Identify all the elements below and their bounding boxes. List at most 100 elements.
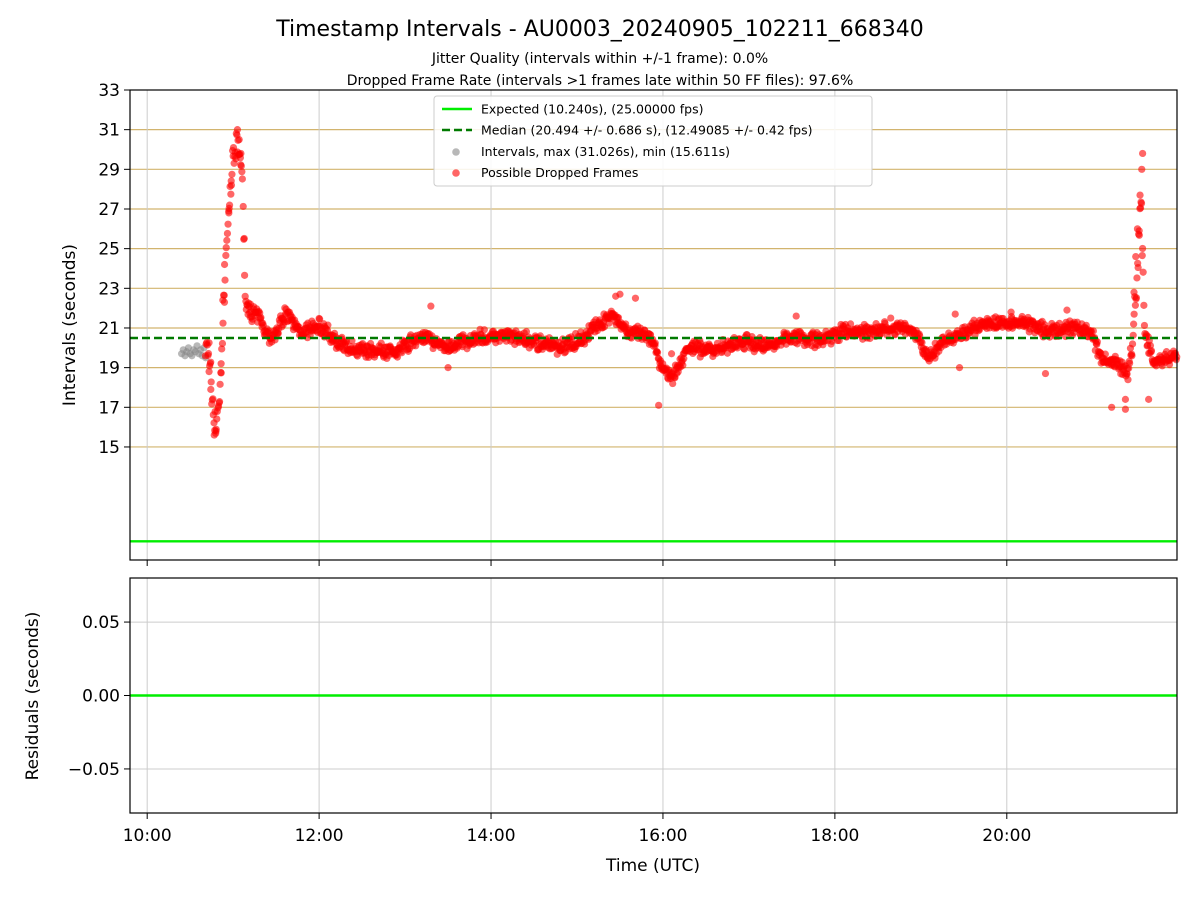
x-tick-label: 16:00 <box>638 826 687 846</box>
dropped-frame-point <box>1132 294 1140 302</box>
dropped-frame-point <box>228 170 236 178</box>
dropped-frame-point <box>218 339 227 348</box>
x-tick-label: 18:00 <box>810 826 859 846</box>
x-tick-label: 14:00 <box>467 826 516 846</box>
dropped-frame-point <box>1140 321 1149 330</box>
dropped-frame-point <box>1124 376 1132 384</box>
dropped-frame-point <box>740 345 748 353</box>
dropped-frame-point <box>324 321 332 329</box>
dropped-frame-point <box>480 326 488 334</box>
legend-intervals-swatch <box>452 148 460 156</box>
dropped-frame-point <box>221 276 229 284</box>
dropped-frame-point <box>1101 350 1109 358</box>
dropped-frame-point <box>1138 244 1147 253</box>
x-axis-label: Time (UTC) <box>605 856 700 876</box>
y-tick-label: 0.05 <box>82 613 120 633</box>
intervals-y-axis-label: Intervals (seconds) <box>60 244 80 406</box>
dropped-frame-point <box>1121 395 1130 403</box>
dropped-frame-point <box>1145 395 1153 403</box>
dropped-frame-point <box>669 379 677 388</box>
dropped-frame-point <box>846 320 855 328</box>
dropped-frame-point <box>223 229 232 238</box>
dropped-frame-point <box>227 181 236 189</box>
dropped-frame-point <box>207 385 215 394</box>
dropped-frame-point <box>1123 370 1131 378</box>
dropped-frame-point <box>213 415 221 423</box>
dropped-frame-point <box>1136 191 1144 199</box>
dropped-frame-point <box>667 350 676 358</box>
dropped-frame-point <box>215 398 224 406</box>
dropped-frame-point <box>239 202 247 211</box>
dropped-frame-point <box>1137 199 1146 207</box>
dropped-frame-point <box>222 251 230 260</box>
y-tick-label: 15 <box>98 438 120 458</box>
dropped-frame-point <box>680 355 688 363</box>
legend-dropped-label: Possible Dropped Frames <box>481 165 638 180</box>
interval-points <box>177 126 1181 439</box>
dropped-frame-point <box>1063 306 1071 314</box>
y-tick-label: 21 <box>98 319 120 339</box>
dropped-frame-point <box>398 349 406 357</box>
dropped-frame-point <box>1041 369 1050 378</box>
dropped-frame-point <box>679 361 687 369</box>
dropped-frame-point <box>1131 301 1139 309</box>
dropped-frame-point <box>616 290 624 298</box>
dropped-frame-point <box>1130 288 1138 296</box>
dropped-frame-point <box>205 368 213 376</box>
dropped-frame-point <box>1134 263 1142 272</box>
dropped-frame-point <box>209 395 217 403</box>
x-tick-label: 12:00 <box>295 826 344 846</box>
dropped-frame-point <box>1132 252 1140 261</box>
dropped-frame-point <box>219 296 227 304</box>
dropped-frame-point <box>1133 274 1141 282</box>
dropped-frame-point <box>427 302 435 310</box>
dropped-frame-point <box>1139 149 1147 158</box>
dropped-frame-point <box>651 339 659 347</box>
dropped-frame-point <box>1130 320 1138 328</box>
dropped-frame-point <box>861 324 869 332</box>
residuals-y-axis-label: Residuals (seconds) <box>23 612 43 781</box>
x-tick-label: 10:00 <box>123 826 172 846</box>
y-tick-label: 27 <box>98 200 120 220</box>
dropped-frame-point <box>227 190 235 198</box>
dropped-frame-point <box>1108 403 1116 411</box>
dropped-frame-point <box>887 314 895 322</box>
dropped-frame-point <box>1126 359 1134 367</box>
dropped-frame-point <box>622 320 630 328</box>
legend-expected-label: Expected (10.240s), (25.00000 fps) <box>481 102 703 117</box>
y-tick-label: 0.00 <box>82 687 120 707</box>
dropped-frame-point <box>1147 347 1156 355</box>
dropped-frame-point <box>207 378 215 386</box>
dropped-frame-rate-subtitle: Dropped Frame Rate (intervals >1 frames … <box>347 73 854 89</box>
dropped-frame-point <box>237 149 245 158</box>
legend-dropped-swatch <box>452 169 460 177</box>
dropped-frame-point <box>238 168 246 176</box>
dropped-frame-point <box>240 271 249 279</box>
dropped-frame-point <box>225 209 233 217</box>
dropped-frame-point <box>1128 340 1137 348</box>
dropped-frame-point <box>240 234 248 243</box>
y-tick-label: 29 <box>98 160 120 180</box>
dropped-frame-point <box>1140 301 1148 309</box>
jitter-quality-subtitle: Jitter Quality (intervals within +/-1 fr… <box>431 51 768 67</box>
intervals-panel: 15 17 19 21 23 25 27 29 31 33 Intervals (seconds)… <box>60 81 1181 566</box>
y-tick-label: 17 <box>98 398 120 418</box>
dropped-frame-point <box>522 327 531 336</box>
dropped-frame-point <box>207 358 215 366</box>
dropped-frame-point <box>205 339 213 347</box>
dropped-frame-point <box>233 126 242 134</box>
residuals-x-ticks: 10:00 12:00 14:00 16:00 18:00 20:00 <box>123 813 1031 846</box>
dropped-frame-point <box>219 319 227 327</box>
dropped-frame-point <box>1130 310 1138 318</box>
dropped-frame-point <box>217 360 225 368</box>
dropped-frame-point <box>951 310 959 318</box>
dropped-frame-point <box>1133 225 1142 233</box>
dropped-frame-point <box>216 380 224 388</box>
dropped-frame-point <box>257 313 265 322</box>
dropped-frame-point <box>237 162 245 170</box>
legend-median-label: Median (20.494 +/- 0.686 s), (12.49085 +… <box>481 123 812 138</box>
dropped-frame-point <box>1089 327 1097 335</box>
dropped-frame-point <box>444 364 452 372</box>
dropped-frame-point <box>223 236 231 244</box>
dropped-frame-point <box>224 220 232 228</box>
